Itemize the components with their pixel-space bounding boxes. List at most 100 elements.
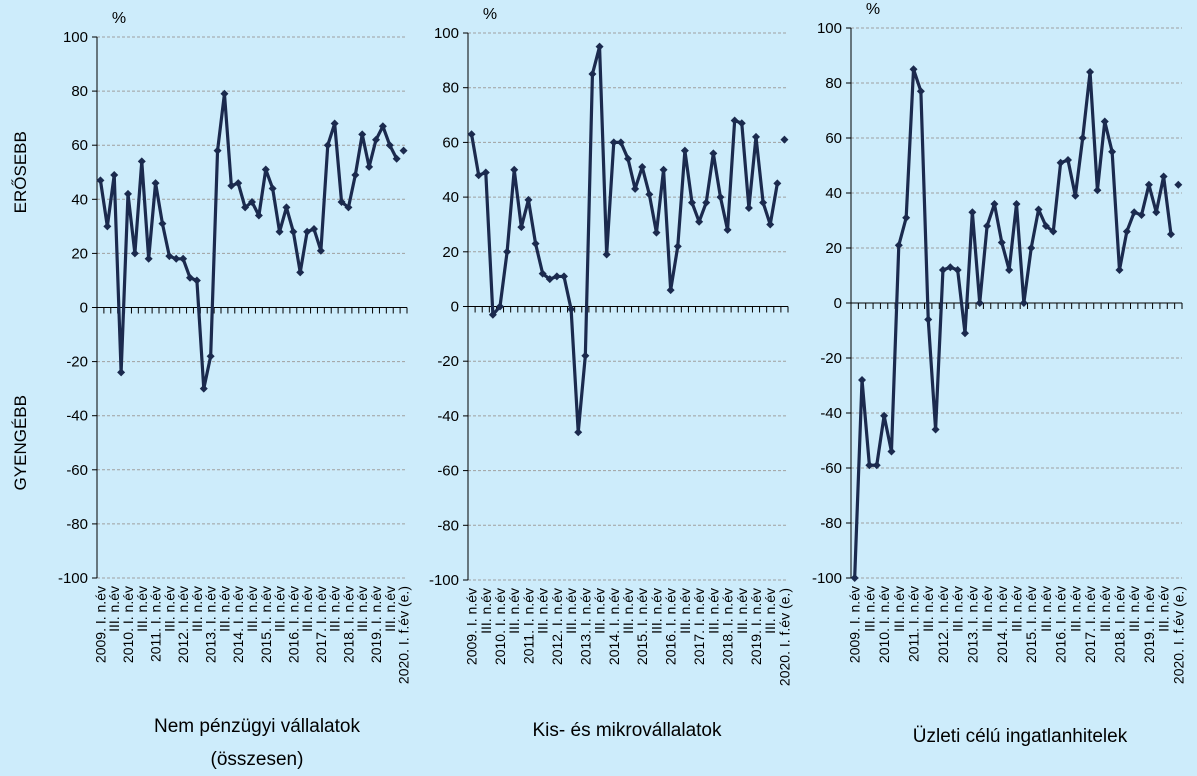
y-tick-label: 40 bbox=[442, 189, 459, 206]
x-tick-label: 2018. I. n.év bbox=[340, 586, 356, 663]
data-point bbox=[467, 130, 476, 139]
data-point bbox=[545, 275, 554, 284]
data-point bbox=[858, 376, 867, 384]
data-point bbox=[330, 119, 339, 128]
x-tick-label: 2012. I. n.év bbox=[175, 586, 191, 663]
x-tick-label: 2020. I. f.év (e.) bbox=[776, 588, 792, 686]
x-tick-label: III. n.év bbox=[950, 586, 966, 632]
data-point bbox=[1056, 158, 1065, 167]
x-tick-label: III. n.év bbox=[244, 586, 260, 632]
y-unit: % bbox=[866, 1, 880, 18]
x-tick-label: III. n.év bbox=[920, 586, 936, 632]
data-point bbox=[296, 268, 305, 277]
y-tick-label: 80 bbox=[442, 80, 459, 97]
x-tick-label: III. n.év bbox=[1097, 586, 1113, 632]
data-point bbox=[880, 411, 889, 420]
data-point bbox=[358, 130, 367, 139]
data-point bbox=[213, 146, 222, 155]
x-tick-label: 2011. I. n.év bbox=[906, 586, 922, 662]
x-tick-label: III. n.év bbox=[216, 586, 232, 632]
data-point bbox=[144, 254, 153, 263]
data-point bbox=[241, 203, 250, 212]
data-point bbox=[323, 141, 332, 150]
data-point bbox=[524, 195, 533, 204]
data-point bbox=[631, 184, 640, 193]
data-point bbox=[130, 249, 139, 258]
data-point bbox=[975, 299, 984, 307]
data-point bbox=[588, 70, 597, 79]
data-point bbox=[261, 165, 270, 174]
y-tick-label: -60 bbox=[66, 462, 88, 479]
chart-title: Nem pénzügyi vállalatok (összesen) bbox=[154, 716, 360, 770]
y-tick-label: -20 bbox=[437, 353, 459, 370]
y-tick-label: 80 bbox=[825, 75, 842, 92]
data-point bbox=[1152, 208, 1161, 217]
x-tick-label: 2013. I. n.év bbox=[577, 588, 593, 665]
data-point bbox=[1071, 191, 1080, 200]
data-point bbox=[850, 574, 859, 582]
data-point bbox=[1115, 266, 1124, 274]
data-point bbox=[931, 425, 940, 434]
x-tick-label: 2020. I. f.év (e.) bbox=[396, 586, 412, 684]
data-point bbox=[609, 138, 618, 147]
data-point bbox=[275, 227, 284, 236]
data-point bbox=[1093, 186, 1102, 195]
data-point bbox=[865, 461, 874, 470]
data-point bbox=[474, 171, 483, 180]
y-tick-label: -80 bbox=[437, 517, 459, 534]
data-point bbox=[344, 203, 353, 212]
chart-title: Üzleti célú ingatlanhitelek bbox=[912, 726, 1128, 747]
data-point bbox=[1159, 172, 1168, 181]
x-tick-label: III. n.év bbox=[705, 588, 721, 634]
data-point bbox=[659, 165, 668, 174]
x-tick-label: 2016. I. n.év bbox=[285, 586, 301, 663]
data-point bbox=[1034, 205, 1043, 214]
y-tick-label: -20 bbox=[820, 350, 842, 367]
data-point bbox=[737, 119, 746, 128]
y-tick-label: 100 bbox=[817, 20, 842, 37]
data-point bbox=[392, 154, 401, 163]
x-tick-label: III. n.év bbox=[506, 588, 522, 634]
data-point bbox=[1122, 227, 1131, 236]
data-point bbox=[780, 135, 789, 144]
x-tick-label: III. n.év bbox=[861, 586, 877, 632]
data-point bbox=[1027, 244, 1036, 252]
y-tick-label: -60 bbox=[820, 460, 842, 477]
x-tick-label: III. n.év bbox=[382, 586, 398, 632]
y-tick-label: 60 bbox=[825, 130, 842, 147]
y-tick-label: 40 bbox=[825, 185, 842, 202]
data-point bbox=[124, 189, 132, 198]
x-tick-label: 2013. I. n.év bbox=[203, 586, 219, 663]
data-point bbox=[351, 170, 360, 179]
data-point bbox=[316, 246, 325, 255]
y-tick-label: 0 bbox=[834, 295, 842, 312]
y-tick-label: -100 bbox=[429, 572, 459, 589]
x-tick-label: III. n.év bbox=[189, 586, 205, 632]
data-point bbox=[1063, 156, 1072, 164]
data-point bbox=[517, 223, 526, 232]
x-tick-label: 2016. I. n.év bbox=[663, 588, 679, 665]
x-tick-label: III. n.év bbox=[592, 588, 608, 634]
data-point bbox=[773, 179, 782, 188]
data-point bbox=[192, 276, 201, 285]
x-tick-label: III. n.év bbox=[1067, 586, 1083, 632]
x-tick-label: III. n.év bbox=[1038, 586, 1054, 632]
x-tick-label: III. n.év bbox=[979, 586, 995, 632]
data-point bbox=[560, 272, 568, 281]
y-tick-label: -100 bbox=[812, 570, 842, 587]
data-point bbox=[702, 198, 711, 207]
data-point bbox=[220, 89, 229, 98]
x-tick-label: 2019. I. n.év bbox=[1141, 586, 1157, 663]
data-point bbox=[759, 198, 768, 207]
y-tick-label: -100 bbox=[58, 570, 88, 587]
x-tick-label: 2010. I. n.év bbox=[876, 586, 892, 663]
side-label: ERŐSEBB bbox=[11, 131, 30, 213]
chart-title: Kis- és mikrovállalatok bbox=[532, 720, 722, 741]
data-point bbox=[248, 198, 256, 207]
y-tick-label: -20 bbox=[66, 354, 88, 371]
data-point bbox=[752, 132, 760, 141]
data-point bbox=[723, 225, 732, 234]
data-point bbox=[924, 315, 933, 324]
x-tick-label: III. n.év bbox=[478, 588, 494, 634]
